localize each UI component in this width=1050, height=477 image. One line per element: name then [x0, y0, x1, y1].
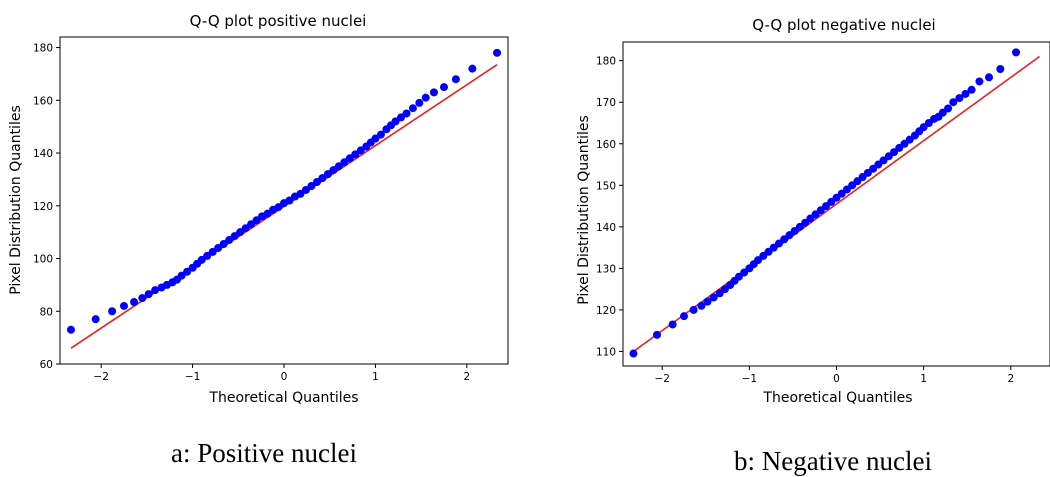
qq-plot-negative-nuclei: Q-Q plot negative nuclei −2 −1 0 1 2 1101201…: [576, 16, 1050, 476]
x-axis-ticks: −2 −1 0 1 2: [654, 366, 1014, 385]
y-tick-label: 130: [596, 263, 616, 275]
data-point: [967, 85, 976, 94]
x-tick-label: −2: [654, 373, 669, 385]
data-point: [402, 109, 411, 118]
data-point: [451, 75, 460, 84]
data-point: [120, 301, 128, 310]
y-tick-label: 170: [596, 97, 616, 109]
y-tick-label: 80: [40, 306, 53, 318]
data-point: [944, 104, 953, 113]
y-tick-label: 180: [596, 56, 616, 68]
y-axis-label: Pixel Distribution Quantiles: [8, 105, 24, 294]
figure-caption: a: Positive nuclei: [171, 438, 357, 468]
data-point: [91, 315, 100, 324]
data-point: [130, 298, 139, 307]
y-axis-ticks: 60 80 100 120 140 160 180: [33, 43, 60, 371]
data-point: [138, 294, 147, 303]
x-tick-label: 0: [281, 371, 288, 383]
y-tick-label: 60: [40, 359, 53, 371]
data-point: [709, 293, 718, 302]
data-point: [949, 98, 958, 107]
y-tick-label: 150: [596, 180, 616, 192]
x-tick-label: −1: [185, 371, 200, 383]
figure-caption: b: Negative nuclei: [734, 446, 932, 476]
chart-title: Q-Q plot negative nuclei: [752, 16, 935, 34]
data-point: [652, 330, 661, 339]
data-point: [440, 83, 448, 92]
data-point: [151, 286, 160, 295]
x-axis-label: Theoretical Quantiles: [762, 390, 912, 406]
x-tick-label: 1: [920, 373, 927, 385]
x-axis-label: Theoretical Quantiles: [208, 390, 358, 406]
data-point: [996, 65, 1005, 73]
x-tick-label: 2: [1007, 373, 1014, 385]
data-point: [468, 64, 477, 73]
data-point: [985, 73, 993, 82]
y-tick-label: 160: [33, 95, 53, 107]
chart-title: Q-Q plot positive nuclei: [190, 12, 367, 30]
data-point: [689, 305, 698, 314]
x-tick-label: 0: [833, 373, 840, 385]
plot-area-clip-group: [629, 32, 1044, 358]
data-point: [697, 301, 706, 310]
data-point: [680, 312, 688, 321]
data-point: [703, 297, 712, 306]
plot-data: [66, 48, 502, 349]
plot-area-clip-group: [66, 48, 502, 349]
y-tick-label: 140: [33, 148, 53, 160]
x-tick-label: 2: [464, 371, 471, 383]
y-axis-label: Pixel Distribution Quantiles: [576, 115, 592, 304]
qq-plot-positive-nuclei: Q-Q plot positive nuclei −2 −1 0 1 2 60 80 100…: [8, 12, 509, 468]
y-axis-ticks: 110 120 130 140 150 160 170 180: [596, 56, 623, 358]
data-point: [108, 307, 117, 316]
data-point: [668, 320, 677, 329]
data-point: [421, 93, 430, 102]
data-point: [1036, 32, 1044, 40]
y-tick-label: 160: [596, 139, 616, 151]
data-point: [975, 77, 984, 86]
data-point: [144, 290, 153, 299]
data-point: [1012, 48, 1021, 57]
x-tick-label: −1: [742, 373, 757, 385]
y-tick-label: 140: [596, 222, 616, 234]
y-tick-label: 180: [33, 43, 53, 55]
x-tick-label: −2: [93, 371, 108, 383]
data-point: [629, 349, 638, 358]
data-point: [955, 94, 964, 103]
data-point: [415, 98, 424, 107]
data-point: [408, 104, 417, 113]
x-tick-label: 1: [372, 371, 379, 383]
y-tick-label: 110: [596, 346, 616, 358]
data-point: [66, 325, 75, 334]
data-point: [961, 89, 970, 98]
y-tick-label: 100: [33, 254, 53, 266]
data-point: [376, 130, 385, 139]
data-point: [429, 88, 438, 97]
x-axis-ticks: −2 −1 0 1 2: [93, 364, 470, 383]
plot-data: [629, 32, 1044, 358]
y-tick-label: 120: [596, 305, 616, 317]
data-point: [493, 48, 502, 57]
y-tick-label: 120: [33, 201, 53, 213]
